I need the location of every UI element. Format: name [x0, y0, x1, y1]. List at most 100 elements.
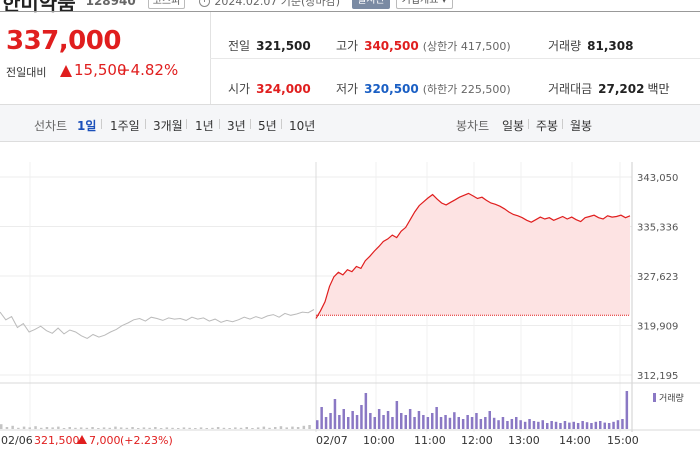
prev-day-volume-bars	[0, 424, 311, 429]
volume-bar	[523, 421, 527, 429]
volume-bar	[347, 417, 350, 429]
volume-bar	[142, 427, 146, 429]
volume-bar	[131, 427, 134, 429]
volume-bar	[205, 428, 208, 429]
y-tick-label: 327,623	[637, 272, 678, 283]
volume-bar	[404, 415, 407, 429]
volume-bar	[413, 417, 416, 429]
volume-bar	[488, 411, 491, 429]
volume-bar	[97, 428, 100, 429]
volume-bar	[594, 421, 598, 429]
period-selector-bar: 선차트 1일 1주일 3개월 1년 3년 5년 10년 봉차트 일봉 주봉 월봉	[0, 104, 700, 142]
volume-bar	[251, 428, 254, 429]
period-1d[interactable]: 1일	[77, 119, 97, 133]
volume-bar	[279, 426, 283, 429]
period-3m[interactable]: 3개월	[153, 119, 183, 133]
high-value: 340,500	[364, 39, 419, 53]
candle-weekly[interactable]: 주봉	[536, 119, 559, 133]
period-10y[interactable]: 10년	[289, 119, 316, 133]
period-divider	[528, 119, 529, 129]
footer-close: 321,500	[34, 434, 80, 447]
change-percent: +4.82%	[118, 61, 179, 79]
y-axis-labels: 343,050 335,336 327,623 319,909 312,195	[637, 173, 678, 382]
high-cell: 고가 340,500 (상한가 417,500)	[336, 37, 511, 54]
volume-bar	[338, 415, 341, 429]
lower-limit: (하한가 225,500)	[422, 83, 511, 96]
period-divider	[250, 119, 251, 129]
volume-bar	[612, 421, 615, 429]
volume-bar	[435, 407, 438, 429]
volume-bar	[302, 425, 306, 429]
intraday-chart[interactable]: 343,050 335,336 327,623 319,909 312,195 02/0…	[0, 142, 700, 450]
volume-bar	[431, 413, 434, 429]
candle-daily[interactable]: 일봉	[502, 119, 525, 133]
volume-bar	[541, 420, 544, 429]
y-tick-label: 343,050	[637, 173, 678, 184]
volume-bar	[457, 417, 460, 429]
volume-bar	[45, 427, 49, 429]
low-value: 320,500	[364, 82, 419, 96]
volume-bar	[57, 426, 60, 429]
volume-bar	[182, 427, 186, 429]
volume-bar	[568, 422, 571, 429]
volume-bar	[377, 409, 381, 429]
today-volume-bars	[316, 391, 629, 429]
prev-close-value: 321,500	[256, 39, 311, 53]
volume-bar	[550, 421, 553, 429]
volume-bar	[188, 427, 191, 429]
company-info-button[interactable]: 기업개요 ▾	[395, 0, 453, 9]
x-axis-labels: 02/07 10:00 11:00 12:00 13:00 14:00 15:00	[316, 434, 639, 447]
x-tick-label: 13:00	[508, 434, 540, 447]
volume-bar	[444, 415, 447, 429]
candle-monthly[interactable]: 월봉	[570, 119, 593, 133]
period-3y[interactable]: 3년	[227, 119, 246, 133]
volume-bar	[484, 417, 487, 429]
period-1w[interactable]: 1주일	[110, 119, 140, 133]
volume-bar	[426, 417, 430, 429]
candle-chart-label: 봉차트	[456, 119, 490, 133]
today-price-line	[315, 192, 631, 319]
low-label: 저가	[336, 82, 359, 96]
volume-bar	[17, 427, 20, 429]
volume-bar	[581, 421, 584, 429]
period-5y[interactable]: 5년	[258, 119, 277, 133]
today-area-fill	[316, 193, 630, 316]
period-1y[interactable]: 1년	[195, 119, 214, 133]
period-divider	[145, 119, 146, 129]
volume-bar	[291, 426, 294, 429]
volume-bar	[28, 427, 31, 429]
volume-bar	[308, 425, 311, 429]
volume-bar	[154, 427, 157, 429]
volume-bar	[590, 423, 593, 429]
prev-day-price-line	[0, 309, 315, 339]
volume-bar	[607, 423, 611, 429]
top-divider	[0, 11, 700, 12]
volume-bar	[148, 427, 151, 429]
volume-bar	[333, 399, 337, 429]
chart-svg: 343,050 335,336 327,623 319,909 312,195 02/0…	[0, 162, 700, 447]
volume-bar	[234, 427, 237, 429]
y-tick-label: 312,195	[637, 371, 678, 382]
volume-bar	[515, 417, 518, 429]
volume-bar	[222, 427, 226, 429]
y-tick-label: 335,336	[637, 223, 678, 234]
volume-bar	[62, 428, 66, 429]
volume-bar	[528, 419, 531, 429]
up-arrow-icon	[60, 65, 72, 77]
volume-bar	[510, 419, 514, 429]
volume-bar	[497, 420, 500, 429]
period-divider	[186, 119, 187, 129]
volume-legend-label: 거래량	[659, 392, 684, 404]
prev-close-cell: 전일 321,500	[228, 37, 311, 54]
volume-bar	[519, 420, 522, 429]
volume-bar	[537, 421, 540, 429]
volume-bar	[159, 428, 163, 429]
volume-bar	[285, 427, 288, 429]
volume-bar	[68, 427, 71, 429]
volume-bar	[329, 413, 332, 429]
y-tick-label: 319,909	[637, 322, 678, 333]
volume-bar	[479, 419, 483, 429]
x-tick-label: 02/07	[316, 434, 348, 447]
volume-bar	[382, 415, 385, 429]
realtime-button[interactable]: 실시간	[352, 0, 390, 9]
